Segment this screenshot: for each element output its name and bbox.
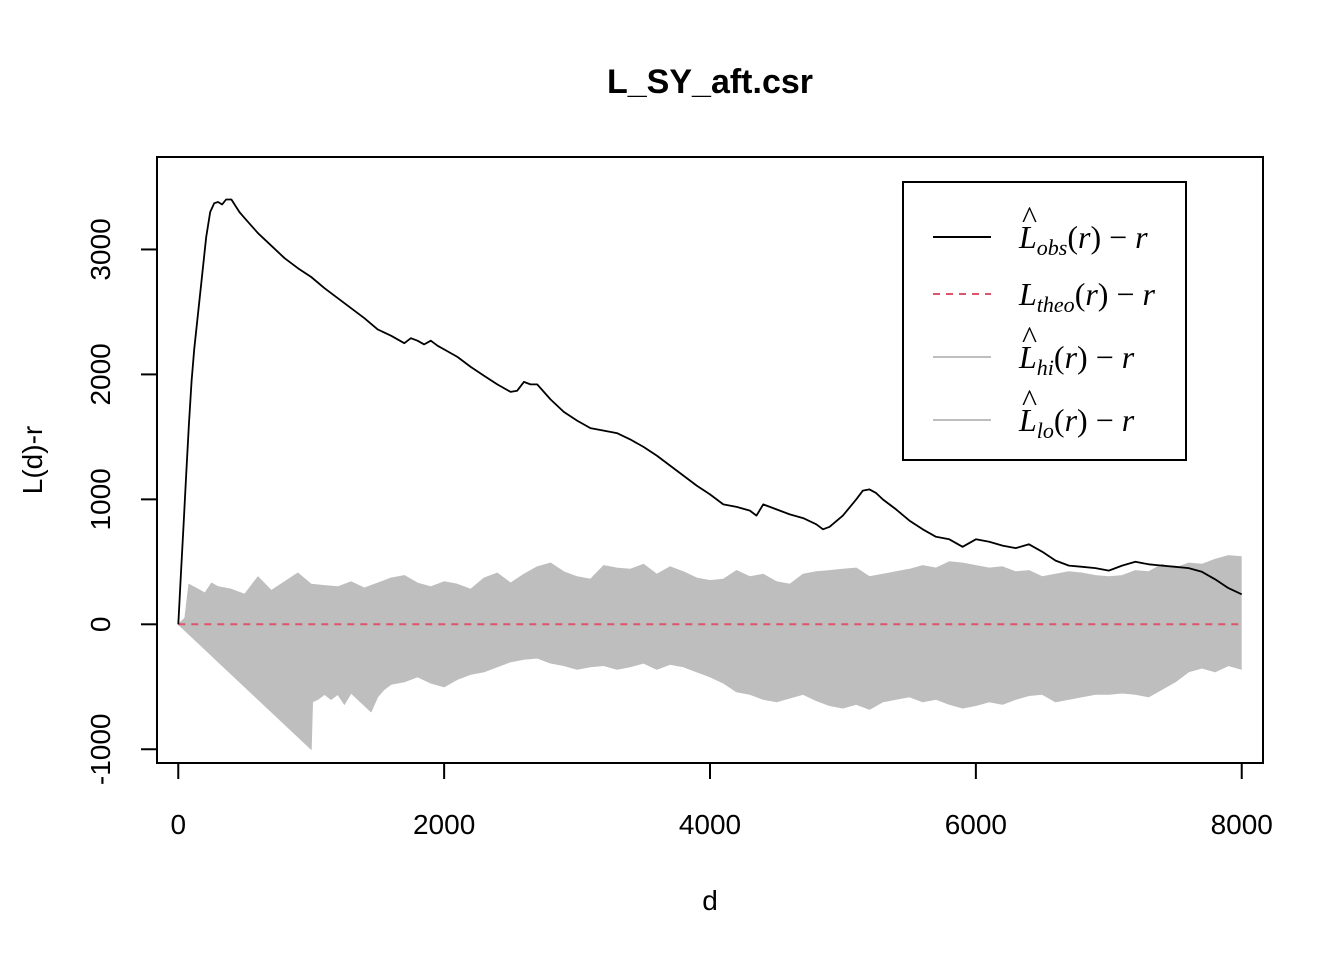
legend-item-lo: Llo(r) − r^ (933, 382, 1135, 443)
legend-item-theo: Ltheo(r) − r (933, 276, 1156, 317)
x-tick-label: 8000 (1211, 809, 1273, 840)
legend-label: Llo(r) − r (1018, 402, 1135, 443)
y-tick-label: 3000 (85, 218, 116, 280)
legend-item-hi: Lhi(r) − r^ (933, 319, 1135, 380)
legend-hat: ^ (1022, 382, 1037, 418)
series-hi-line (177, 555, 1242, 625)
y-tick-label: -1000 (85, 713, 116, 785)
y-tick-label: 2000 (85, 343, 116, 405)
plot-area (177, 198, 1243, 750)
legend-item-obs: Lobs(r) − r^ (933, 199, 1148, 260)
axes: 0 2000 4000 6000 8000 -1000 0 1000 2000 3000 (85, 218, 1273, 840)
legend-hat: ^ (1022, 319, 1037, 355)
x-axis-label: d (702, 885, 718, 916)
series-lo-line (177, 623, 1242, 750)
x-tick-label: 6000 (945, 809, 1007, 840)
y-axis-label: L(d)-r (17, 426, 48, 494)
series-obs-line (177, 198, 1243, 625)
x-tick-label: 2000 (413, 809, 475, 840)
y-tick-label: 1000 (85, 468, 116, 530)
legend-hat: ^ (1022, 199, 1037, 235)
legend-label: Lhi(r) − r (1018, 339, 1135, 380)
legend-label: Lobs(r) − r (1018, 219, 1148, 260)
legend-label: Ltheo(r) − r (1018, 276, 1156, 317)
x-tick-label: 0 (170, 809, 186, 840)
x-tick-label: 4000 (679, 809, 741, 840)
envelope-band (178, 555, 1242, 750)
y-tick-label: 0 (85, 617, 116, 633)
legend-box (902, 181, 1187, 461)
chart-title: L_SY_aft.csr (607, 63, 813, 101)
